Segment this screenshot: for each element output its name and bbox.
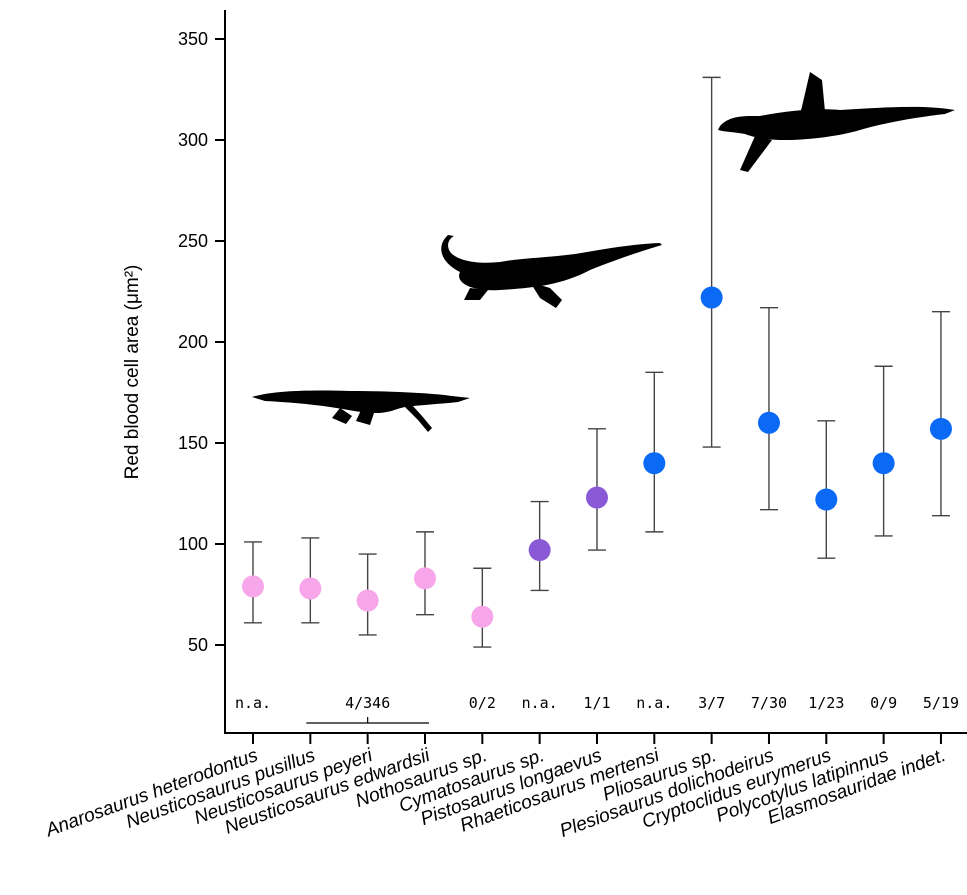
y-tick-label: 100 [178, 534, 208, 554]
y-tick-label: 250 [178, 231, 208, 251]
data-point [471, 605, 494, 628]
sample-count: 3/7 [698, 694, 725, 712]
y-tick-label: 50 [188, 635, 208, 655]
sample-count: 1/1 [583, 694, 610, 712]
error-bar [931, 311, 950, 517]
error-bar [702, 76, 721, 448]
data-point [929, 417, 952, 440]
sample-count: n.a. [636, 694, 672, 712]
error-bar [645, 371, 664, 533]
sample-count: 0/2 [469, 694, 496, 712]
y-tick-label: 300 [178, 130, 208, 150]
sample-count: 0/9 [870, 694, 897, 712]
data-points [242, 286, 952, 628]
sample-count: 5/19 [923, 694, 959, 712]
data-point [242, 575, 264, 598]
error-bars [244, 76, 950, 648]
sample-count: 7/30 [751, 694, 787, 712]
y-tick-label: 350 [178, 29, 208, 49]
sample-count: 1/23 [808, 694, 844, 712]
nothosaur-silhouette [252, 390, 470, 432]
data-point [413, 567, 436, 590]
data-point [299, 577, 322, 600]
data-point [815, 488, 838, 511]
y-axis-label: Red blood cell area (μm²) [122, 265, 143, 480]
sample-count: 4/346 [345, 694, 390, 712]
plesiosaur-silhouette [718, 72, 955, 172]
error-bar [759, 306, 778, 511]
data-point [356, 589, 379, 612]
data-point [528, 539, 551, 562]
error-bar [874, 365, 893, 537]
sample-count-labels: n.a. 4/346 0/2 n.a. 1/1 n.a. 3/7 7/30 1/23 0/9 5/1… [235, 694, 959, 724]
data-point [585, 486, 608, 509]
data-point [700, 286, 723, 309]
sample-count: n.a. [235, 694, 271, 712]
y-axis-ticks: 50 100 150 200 250 300 350 [178, 29, 225, 655]
data-point [757, 411, 780, 434]
data-point [872, 452, 895, 475]
y-tick-label: 200 [178, 332, 208, 352]
y-tick-label: 150 [178, 433, 208, 453]
data-point [643, 452, 666, 475]
pistosaur-silhouette [441, 235, 662, 308]
sample-count: n.a. [522, 694, 558, 712]
